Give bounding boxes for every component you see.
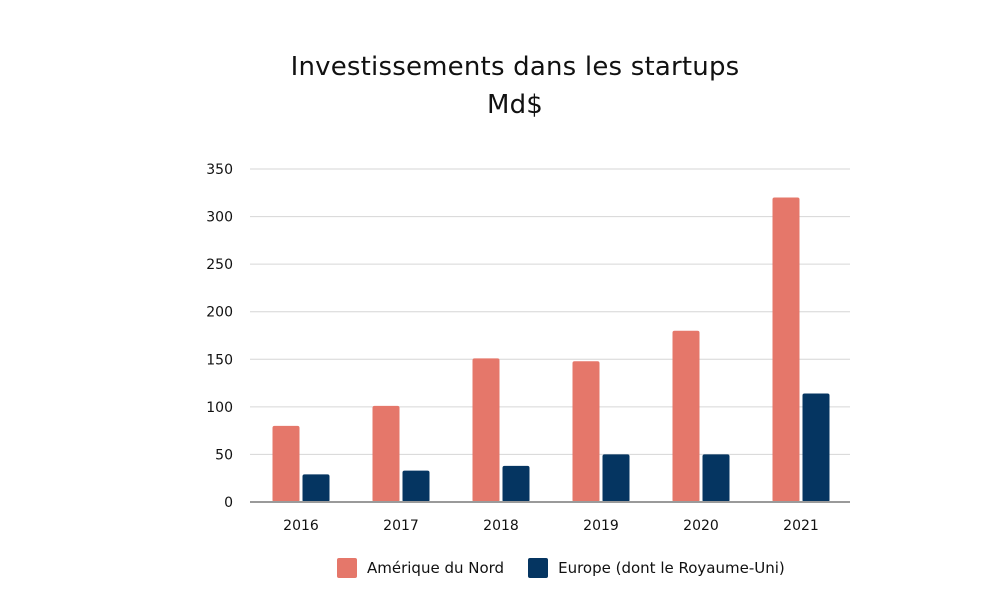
bar-europe-2018 (502, 465, 530, 502)
x-tick-label: 2020 (683, 518, 719, 534)
y-tick-label: 0 (224, 495, 233, 511)
legend-swatch-north-america (337, 558, 357, 578)
gridlines (250, 168, 850, 455)
bar-north-america-2018 (472, 358, 500, 502)
legend-label-north-america: Amérique du Nord (367, 559, 505, 577)
y-tick-label: 150 (206, 352, 233, 368)
x-tick-label: 2019 (583, 518, 619, 534)
bar-north-america-2019 (572, 361, 600, 502)
bar-north-america-2021 (772, 197, 800, 503)
chart-title: Investissements dans les startups (290, 52, 740, 82)
y-tick-label: 300 (206, 210, 233, 226)
bar-north-america-2016 (272, 425, 300, 502)
bar-europe-2020 (702, 454, 730, 502)
bar-north-america-2017 (372, 405, 400, 502)
bar-europe-2021 (802, 393, 830, 502)
y-axis-ticks: 0 50 100 150 200 250 300 350 (206, 162, 233, 511)
x-axis-ticks: 2016 2017 2018 2019 2020 2021 (283, 518, 819, 534)
x-tick-label: 2016 (283, 518, 319, 534)
legend: Amérique du Nord Europe (dont le Royaume… (337, 558, 809, 578)
y-tick-label: 100 (206, 400, 233, 416)
y-tick-label: 200 (206, 305, 233, 321)
x-tick-label: 2017 (383, 518, 419, 534)
y-tick-label: 250 (206, 257, 233, 273)
bars (272, 197, 830, 503)
legend-item-europe: Europe (dont le Royaume-Uni) (528, 558, 785, 578)
legend-label-europe: Europe (dont le Royaume-Uni) (558, 559, 785, 577)
bar-europe-2016 (302, 474, 330, 502)
y-tick-label: 50 (215, 447, 233, 463)
legend-item-north-america: Amérique du Nord (337, 558, 504, 578)
x-tick-label: 2018 (483, 518, 519, 534)
y-tick-label: 350 (206, 162, 233, 178)
bar-europe-2019 (602, 454, 630, 502)
bar-europe-2017 (402, 470, 430, 502)
bar-north-america-2020 (672, 330, 700, 502)
legend-swatch-europe (528, 558, 549, 578)
chart-subtitle: Md$ (486, 90, 544, 120)
x-tick-label: 2021 (783, 518, 819, 534)
